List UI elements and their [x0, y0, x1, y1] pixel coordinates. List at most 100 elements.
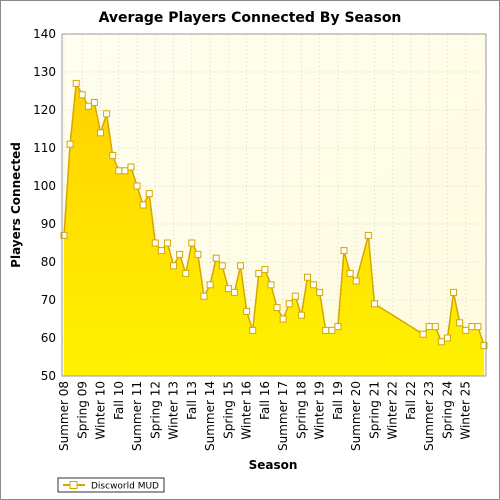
- data-point: [139, 201, 147, 209]
- data-point: [297, 311, 305, 319]
- data-point: [127, 163, 135, 171]
- y-tick-label: 50: [41, 369, 56, 383]
- data-point: [218, 262, 226, 270]
- series-area-fill: [64, 83, 484, 377]
- data-point: [176, 250, 184, 258]
- data-point: [188, 239, 196, 247]
- data-point: [170, 262, 178, 270]
- x-tick-label: Spring 12: [148, 381, 162, 439]
- data-point: [279, 315, 287, 323]
- x-tick-label: Winter 13: [167, 381, 181, 440]
- data-point: [115, 167, 123, 175]
- x-tick-label: Winter 25: [459, 381, 473, 440]
- x-tick-label: Spring 24: [440, 381, 454, 439]
- legend-box: [57, 477, 165, 493]
- data-point: [109, 152, 117, 160]
- data-point: [340, 247, 348, 255]
- chart-title: Average Players Connected By Season: [99, 10, 402, 26]
- legend-label: Discworld MUD: [91, 482, 159, 492]
- data-point: [437, 338, 445, 346]
- x-axis-label: Season: [249, 458, 298, 472]
- y-axis-label: Players Connected: [9, 142, 23, 268]
- x-tick-label: Summer 23: [422, 381, 436, 451]
- data-point: [182, 269, 190, 277]
- data-point: [237, 262, 245, 270]
- data-point: [206, 281, 214, 289]
- data-point: [419, 330, 427, 338]
- plot-border: [61, 33, 487, 377]
- data-point: [346, 269, 354, 277]
- data-point: [121, 167, 129, 175]
- x-tick-label: Fall 22: [404, 381, 418, 420]
- x-tick-label: Spring 21: [367, 381, 381, 439]
- y-tick-label: 70: [41, 293, 56, 307]
- data-point: [78, 91, 86, 99]
- y-tick-label: 80: [41, 255, 56, 269]
- data-point: [84, 102, 92, 110]
- data-point: [316, 288, 324, 296]
- x-tick-label: Summer 08: [57, 381, 71, 451]
- y-tick-label: 120: [33, 103, 56, 117]
- data-point: [194, 250, 202, 258]
- data-point: [334, 323, 342, 331]
- data-point: [328, 326, 336, 334]
- data-point: [322, 326, 330, 334]
- x-tick-label: Fall 19: [331, 381, 345, 420]
- data-point: [462, 326, 470, 334]
- data-point: [103, 110, 111, 118]
- data-point: [291, 292, 299, 300]
- x-tick-label: Winter 16: [240, 381, 254, 440]
- series-markers: [60, 33, 488, 377]
- x-tick-label: Fall 16: [258, 381, 272, 420]
- x-tick-label: Fall 10: [112, 381, 126, 420]
- x-axis-ticks: Summer 08 Spring 09 Winter 10 Fall 10 Summer…: [57, 381, 473, 451]
- data-point: [255, 269, 263, 277]
- data-point: [303, 273, 311, 281]
- data-point: [145, 190, 153, 198]
- data-point: [163, 239, 171, 247]
- data-point: [230, 288, 238, 296]
- x-tick-label: Winter 19: [313, 381, 327, 440]
- x-tick-label: Spring 15: [221, 381, 235, 439]
- data-point: [243, 307, 251, 315]
- data-point: [133, 182, 141, 190]
- x-tick-label: Summer 17: [276, 381, 290, 451]
- data-point: [212, 254, 220, 262]
- data-point: [310, 281, 318, 289]
- data-point: [151, 239, 159, 247]
- data-point: [261, 266, 269, 274]
- x-tick-label: Fall 13: [185, 381, 199, 420]
- data-point: [370, 300, 378, 308]
- data-point: [425, 323, 433, 331]
- data-point: [249, 326, 257, 334]
- data-point: [443, 334, 451, 342]
- x-tick-label: Summer 11: [130, 381, 144, 451]
- data-point: [60, 231, 68, 239]
- x-tick-label: Spring 18: [294, 381, 308, 439]
- data-point: [456, 319, 464, 327]
- y-tick-label: 60: [41, 331, 56, 345]
- legend-marker: [69, 481, 78, 489]
- x-tick-label: Spring 09: [75, 381, 89, 439]
- x-tick-label: Summer 14: [203, 381, 217, 451]
- data-point: [364, 231, 372, 239]
- data-point: [468, 323, 476, 331]
- data-point: [285, 300, 293, 308]
- y-tick-label: 90: [41, 217, 56, 231]
- y-tick-label: 130: [33, 65, 56, 79]
- data-point: [157, 247, 165, 255]
- data-point: [97, 129, 105, 137]
- x-tick-label: Summer 20: [349, 381, 363, 451]
- data-point: [224, 285, 232, 293]
- y-tick-label: 140: [33, 27, 56, 41]
- data-point: [200, 292, 208, 300]
- data-point: [90, 98, 98, 106]
- x-tick-label: Winter 10: [94, 381, 108, 440]
- y-axis-ticks: 50 60 70 80 90 100 110 120 130 140: [33, 27, 56, 383]
- data-point: [273, 304, 281, 312]
- data-point: [474, 323, 482, 331]
- data-point: [267, 281, 275, 289]
- data-point: [66, 140, 74, 148]
- data-point: [431, 323, 439, 331]
